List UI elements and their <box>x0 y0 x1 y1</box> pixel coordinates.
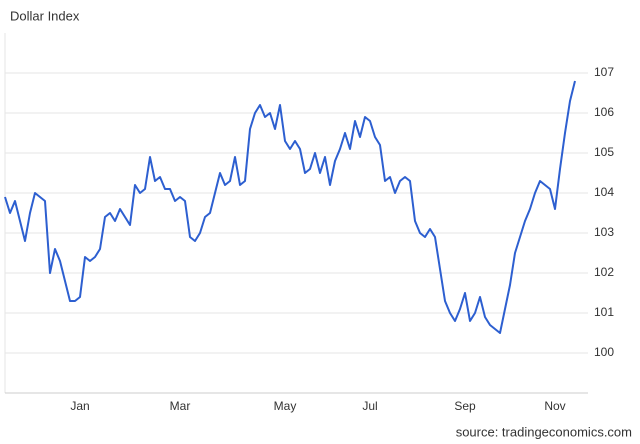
y-tick-label: 101 <box>594 305 614 319</box>
y-tick-label: 105 <box>594 145 614 159</box>
x-tick-label: May <box>274 399 297 413</box>
x-tick-label: Mar <box>170 399 191 413</box>
chart-title: Dollar Index <box>10 8 80 23</box>
source-note: source: tradingeconomics.com <box>456 424 632 439</box>
line <box>4 80 576 334</box>
y-tick-label: 103 <box>594 225 614 239</box>
y-tick-label: 107 <box>594 65 614 79</box>
x-tick-label: Jan <box>70 399 89 413</box>
y-tick-label: 100 <box>594 345 614 359</box>
x-tick-label: Sep <box>454 399 476 413</box>
y-tick-label: 106 <box>594 105 614 119</box>
y-tick-label: 102 <box>594 265 614 279</box>
x-tick-label: Jul <box>362 399 377 413</box>
y-tick-label: 104 <box>594 185 614 199</box>
x-tick-label: Nov <box>544 399 565 413</box>
